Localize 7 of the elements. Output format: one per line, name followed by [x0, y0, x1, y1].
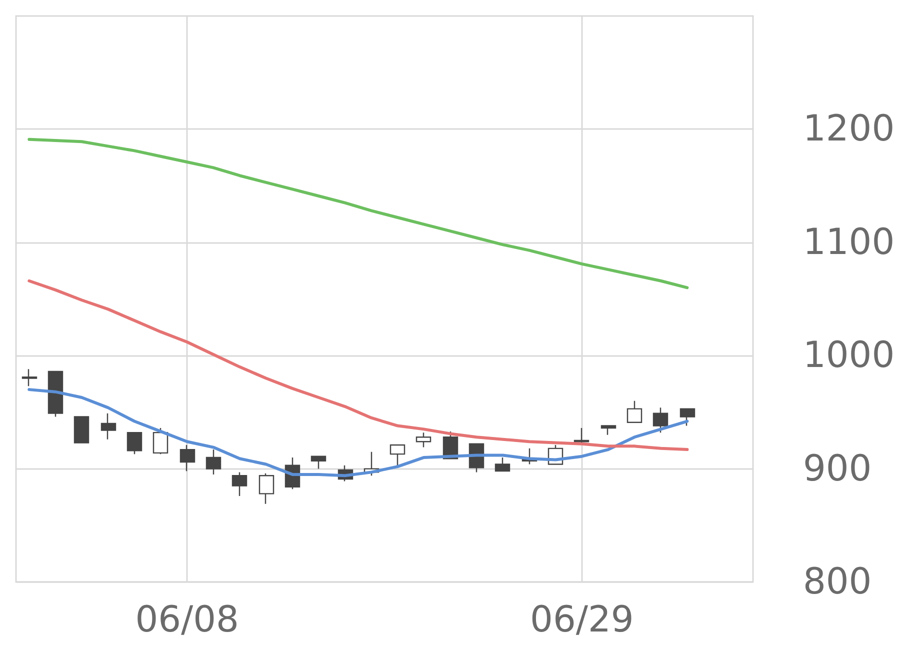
- y-tick-label: 1100: [803, 222, 895, 263]
- x-tick-label: 06/08: [135, 600, 239, 640]
- y-tick-label: 800: [803, 562, 872, 602]
- y-tick-label: 1200: [803, 108, 895, 150]
- x-tick-label: 06/29: [530, 600, 634, 640]
- y-tick-label: 900: [803, 448, 872, 490]
- y-tick-label: 1000: [803, 335, 895, 376]
